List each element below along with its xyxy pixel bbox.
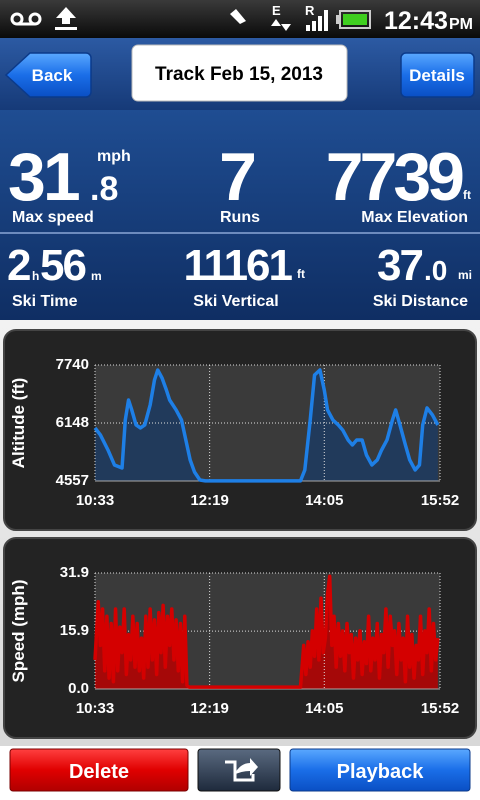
ski-time-minutes: 56: [40, 241, 85, 290]
runs-label: Runs: [220, 209, 260, 226]
y-axis-label: Altitude (ft): [9, 378, 28, 469]
network-type: E: [272, 3, 281, 18]
y-tick-label: 7740: [56, 356, 89, 373]
max-elevation-unit: ft: [463, 188, 471, 202]
max-speed-unit: mph: [97, 148, 131, 165]
details-label[interactable]: Details: [409, 66, 465, 85]
x-tick-label: 10:33: [76, 492, 114, 509]
x-tick-label: 12:19: [190, 492, 228, 509]
delete-button[interactable]: Delete: [9, 748, 189, 792]
ski-time-label: Ski Time: [12, 293, 78, 310]
data-arrows: [271, 19, 291, 31]
signal-icon: [306, 10, 328, 31]
share-button[interactable]: [197, 748, 281, 792]
playback-button[interactable]: Playback: [289, 748, 471, 792]
max-speed-whole: 31: [8, 139, 79, 215]
max-elevation-value: 7739: [326, 139, 463, 215]
vibrate-icon: [230, 9, 246, 24]
x-tick-label: 10:33: [76, 700, 114, 717]
area-fill: [95, 369, 438, 481]
title-box: [131, 44, 348, 102]
y-tick-label: 4557: [56, 472, 89, 489]
x-tick-label: 14:05: [305, 492, 343, 509]
y-tick-label: 15.9: [60, 622, 89, 639]
playback-label[interactable]: Playback: [337, 761, 425, 783]
x-tick-label: 15:52: [421, 492, 459, 509]
battery-icon: [336, 10, 371, 29]
ski-vertical-unit: ft: [297, 267, 305, 281]
ski-time-minutes-unit: m: [91, 269, 102, 283]
data-line: [93, 574, 440, 689]
ski-distance-whole: 37: [377, 241, 422, 290]
y-tick-label: 6148: [56, 414, 89, 431]
clock-period: PM: [449, 16, 473, 33]
screen-title: Track Feb 15, 2013: [155, 64, 323, 85]
x-tick-label: 12:19: [190, 700, 228, 717]
back-button[interactable]: Back: [4, 52, 92, 98]
roaming: R: [305, 3, 315, 18]
ski-distance-unit: mi: [458, 268, 472, 282]
ski-distance-label: Ski Distance: [373, 293, 468, 310]
ski-time-hours: 2: [7, 241, 31, 290]
clock: 12:43: [384, 7, 448, 35]
voicemail-icon: [10, 12, 42, 26]
y-axis-label: Speed (mph): [9, 580, 28, 683]
back-label[interactable]: Back: [32, 66, 73, 85]
upload-icon: [55, 7, 77, 30]
data-line: [93, 368, 440, 483]
x-tick-label: 15:52: [421, 700, 459, 717]
ski-time-hours-unit: h: [32, 269, 39, 283]
max-speed-label: Max speed: [12, 209, 94, 226]
y-tick-label: 0.0: [68, 680, 89, 697]
max-speed-fraction: .8: [90, 170, 118, 208]
x-tick-label: 14:05: [305, 700, 343, 717]
stats-panel: [0, 110, 480, 320]
ski-vertical-label: Ski Vertical: [193, 293, 278, 310]
delete-label[interactable]: Delete: [69, 761, 129, 783]
max-elevation-label: Max Elevation: [361, 209, 468, 226]
runs-value: 7: [219, 139, 257, 215]
ski-distance-fraction: .0: [424, 255, 447, 286]
y-tick-label: 31.9: [60, 564, 89, 581]
charts: 4557 6148 7740 10:33 12:19 14:05 15:52 Altitude…: [3, 329, 477, 739]
details-button[interactable]: Details: [400, 52, 475, 98]
ski-vertical-value: 11161: [184, 241, 293, 290]
